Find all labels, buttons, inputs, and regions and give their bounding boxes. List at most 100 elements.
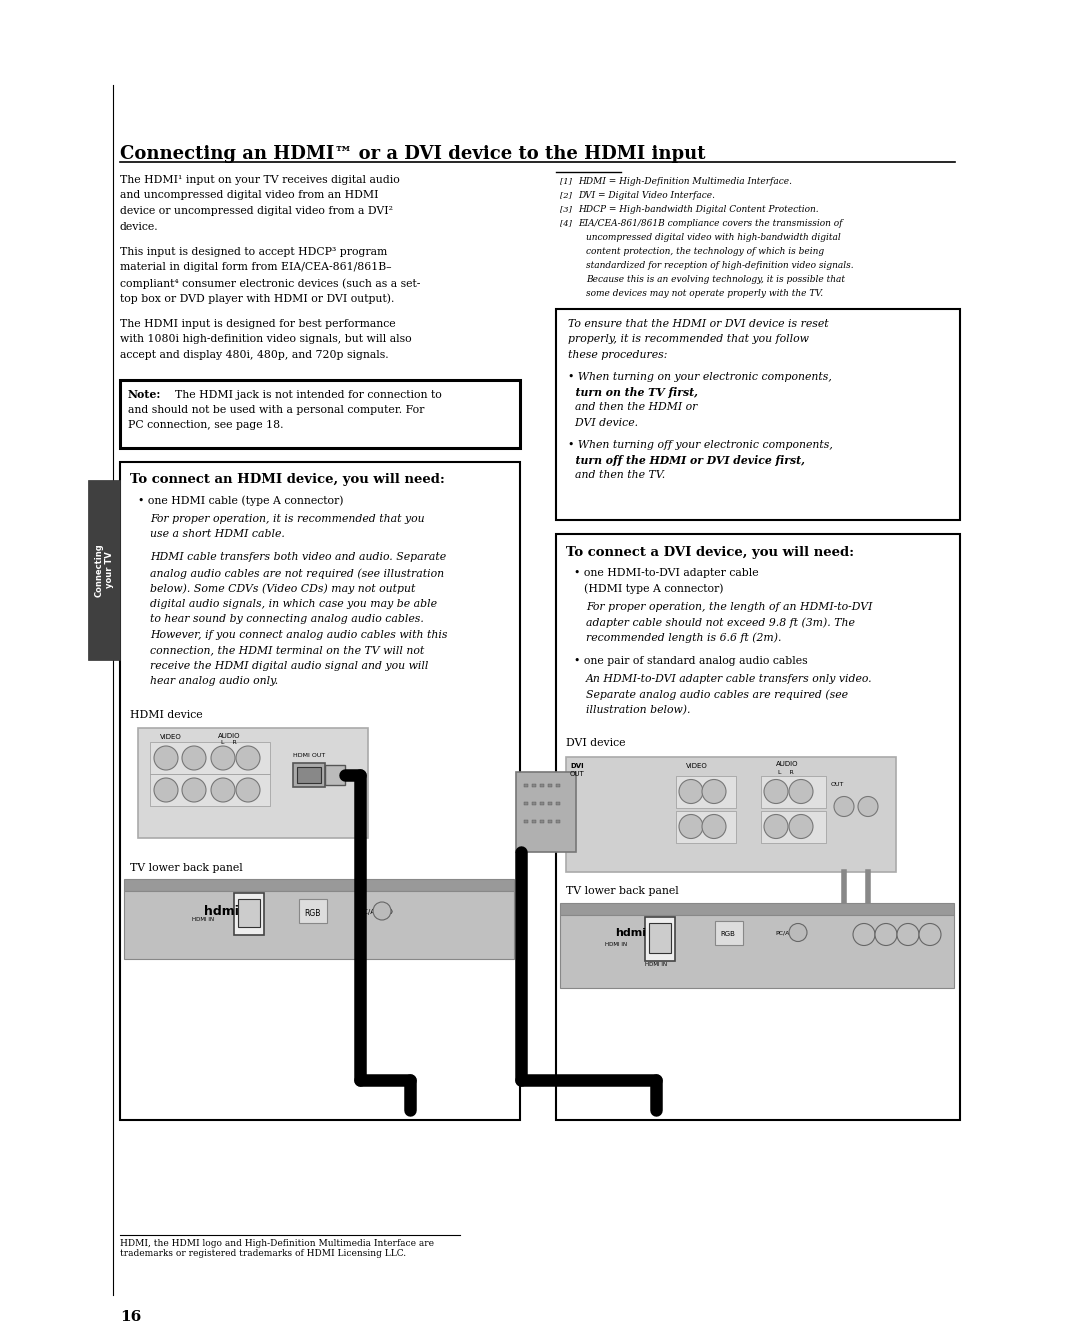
Text: content protection, the technology of which is being: content protection, the technology of wh… (586, 247, 824, 255)
Text: DVI: DVI (570, 762, 583, 769)
Text: [2]: [2] (561, 191, 572, 199)
Bar (556, 801, 561, 805)
Text: some devices may not operate properly with the TV.: some devices may not operate properly wi… (586, 289, 823, 298)
Text: HDMI IN: HDMI IN (645, 962, 667, 968)
Bar (556, 784, 561, 786)
Bar (325, 765, 345, 785)
Circle shape (154, 746, 178, 770)
Bar (297, 767, 321, 784)
Text: illustration below).: illustration below). (586, 706, 690, 715)
Text: and then the TV.: and then the TV. (568, 470, 665, 481)
Text: • one HDMI cable (type A connector): • one HDMI cable (type A connector) (138, 496, 343, 507)
Text: However, if you connect analog audio cables with this: However, if you connect analog audio cab… (150, 630, 447, 640)
Bar (540, 820, 544, 823)
Text: hear analog audio only.: hear analog audio only. (150, 676, 279, 687)
Text: An HDMI-to-DVI adapter cable transfers only video.: An HDMI-to-DVI adapter cable transfers o… (586, 673, 873, 684)
Text: use a short HDMI cable.: use a short HDMI cable. (150, 530, 285, 539)
Text: and should not be used with a personal computer. For: and should not be used with a personal c… (129, 405, 424, 415)
Text: OUT: OUT (831, 781, 845, 786)
Text: To ensure that the HDMI or DVI device is reset: To ensure that the HDMI or DVI device is… (568, 319, 828, 329)
Text: • one pair of standard analog audio cables: • one pair of standard analog audio cabl… (573, 656, 808, 667)
Circle shape (237, 746, 260, 770)
Text: RGB: RGB (720, 930, 734, 937)
Bar (548, 784, 552, 786)
Text: HDMI device: HDMI device (130, 710, 203, 720)
Text: turn on the TV first,: turn on the TV first, (568, 387, 698, 398)
Text: 16: 16 (120, 1310, 141, 1324)
Text: • When turning on your electronic components,: • When turning on your electronic compon… (568, 371, 832, 382)
Bar (649, 922, 671, 953)
Bar (524, 801, 528, 805)
Bar (234, 892, 264, 935)
Circle shape (789, 780, 813, 804)
Text: HDMI IN: HDMI IN (605, 942, 627, 948)
Text: TV lower back panel: TV lower back panel (566, 887, 678, 896)
Text: To connect a DVI device, you will need:: To connect a DVI device, you will need: (566, 546, 854, 559)
Bar (556, 820, 561, 823)
Bar (524, 784, 528, 786)
Bar (676, 775, 735, 808)
Bar (645, 917, 675, 961)
Text: To connect an HDMI device, you will need:: To connect an HDMI device, you will need… (130, 473, 445, 487)
Bar (556, 309, 960, 520)
Text: TV lower back panel: TV lower back panel (130, 863, 243, 874)
Circle shape (373, 902, 391, 921)
Bar (761, 775, 826, 808)
Text: with 1080i high-definition video signals, but will also: with 1080i high-definition video signals… (120, 335, 411, 344)
Circle shape (183, 778, 206, 802)
Bar (293, 763, 325, 788)
Bar (138, 728, 368, 839)
Text: [1]: [1] (561, 177, 572, 185)
Bar (715, 921, 743, 945)
Text: accept and display 480i, 480p, and 720p signals.: accept and display 480i, 480p, and 720p … (120, 349, 389, 360)
Text: device.: device. (120, 222, 159, 231)
Text: hdmi: hdmi (204, 905, 239, 918)
Text: turn off the HDMI or DVI device first,: turn off the HDMI or DVI device first, (568, 456, 805, 466)
Bar (561, 903, 954, 914)
Text: Connecting an HDMI™ or a DVI device to the HDMI input: Connecting an HDMI™ or a DVI device to t… (120, 145, 705, 163)
Circle shape (875, 923, 897, 945)
Text: The HDMI jack is not intended for connection to: The HDMI jack is not intended for connec… (175, 390, 442, 399)
Bar (532, 784, 536, 786)
Text: L    R: L R (778, 770, 794, 774)
Circle shape (211, 746, 235, 770)
Circle shape (789, 814, 813, 839)
Text: connection, the HDMI terminal on the TV will not: connection, the HDMI terminal on the TV … (150, 645, 424, 656)
Circle shape (679, 780, 703, 804)
Circle shape (853, 923, 875, 945)
Text: adapter cable should not exceed 9.8 ft (3m). The: adapter cable should not exceed 9.8 ft (… (586, 617, 855, 628)
Circle shape (183, 746, 206, 770)
Bar (120, 461, 519, 1120)
Bar (150, 774, 270, 806)
Bar (516, 771, 576, 852)
Text: L    R: L R (221, 741, 237, 745)
Circle shape (834, 797, 854, 817)
Text: This input is designed to accept HDCP³ program: This input is designed to accept HDCP³ p… (120, 247, 388, 257)
Bar (761, 810, 826, 843)
Circle shape (679, 814, 703, 839)
Bar (566, 757, 896, 871)
Text: Separate analog audio cables are required (see: Separate analog audio cables are require… (586, 689, 848, 700)
Circle shape (897, 923, 919, 945)
Text: HDMI IN: HDMI IN (192, 917, 214, 922)
Text: RGB: RGB (303, 909, 321, 918)
Text: uncompressed digital video with high-bandwidth digital: uncompressed digital video with high-ban… (586, 233, 840, 242)
Text: PC/AUDIO: PC/AUDIO (359, 909, 393, 915)
Circle shape (764, 780, 788, 804)
Text: The HDMI¹ input on your TV receives digital audio: The HDMI¹ input on your TV receives digi… (120, 175, 400, 185)
Bar (124, 891, 514, 960)
Circle shape (702, 780, 726, 804)
Text: and then the HDMI or: and then the HDMI or (568, 402, 698, 413)
Text: analog audio cables are not required (see illustration: analog audio cables are not required (se… (150, 569, 444, 578)
Text: For proper operation, it is recommended that you: For proper operation, it is recommended … (150, 513, 424, 524)
Text: HDCP = High-bandwidth Digital Content Protection.: HDCP = High-bandwidth Digital Content Pr… (578, 206, 819, 214)
Bar (150, 742, 270, 774)
Bar (238, 899, 260, 927)
Text: properly, it is recommended that you follow: properly, it is recommended that you fol… (568, 335, 809, 344)
Text: Because this is an evolving technology, it is possible that: Because this is an evolving technology, … (586, 276, 845, 284)
Bar (561, 914, 954, 988)
Text: top box or DVD player with HDMI or DVI output).: top box or DVD player with HDMI or DVI o… (120, 293, 394, 304)
Text: DVI device.: DVI device. (568, 418, 638, 427)
Text: device or uncompressed digital video from a DVI²: device or uncompressed digital video fro… (120, 206, 393, 216)
Text: HDMI = High-Definition Multimedia Interface.: HDMI = High-Definition Multimedia Interf… (578, 177, 792, 185)
